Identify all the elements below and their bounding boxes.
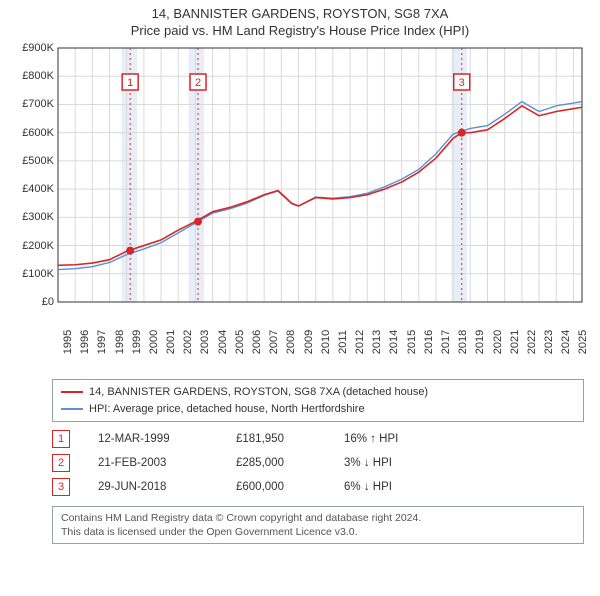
legend-swatch [61,408,83,410]
marker-row: 1 12-MAR-1999 £181,950 16% ↑ HPI [52,430,584,448]
marker-price: £285,000 [236,457,316,469]
marker-number-box: 2 [52,454,70,472]
y-tick-label: £600K [22,127,54,139]
chart-container: £0 £100K £200K £300K £400K £500K £600K £700K £80… [12,44,588,373]
x-tick-label: 2005 [234,330,246,354]
legend-label: HPI: Average price, detached house, Nort… [89,401,365,418]
y-tick-label: £100K [22,268,54,280]
x-tick-label: 1999 [131,330,143,354]
y-tick-label: £700K [22,98,54,110]
svg-text:1: 1 [127,77,133,89]
x-tick-label: 2003 [199,330,211,354]
x-tick-label: 2023 [543,330,555,354]
y-tick-label: £0 [42,296,54,308]
x-tick-label: 2018 [457,330,469,354]
page-subtitle: Price paid vs. HM Land Registry's House … [0,23,600,38]
x-axis-labels: 1995199619971998199920002001200220032004… [12,308,588,342]
y-tick-label: £200K [22,240,54,252]
x-tick-label: 2012 [354,330,366,354]
legend: 14, BANNISTER GARDENS, ROYSTON, SG8 7XA … [52,379,584,422]
x-tick-label: 2021 [509,330,521,354]
marker-table: 1 12-MAR-1999 £181,950 16% ↑ HPI 2 21-FEB-200… [52,430,584,496]
x-tick-label: 1995 [62,330,74,354]
x-tick-label: 2001 [165,330,177,354]
marker-hpi: 16% ↑ HPI [344,433,434,445]
svg-text:3: 3 [459,77,465,89]
legend-row: HPI: Average price, detached house, Nort… [61,401,575,418]
x-tick-label: 2024 [560,330,572,354]
marker-price: £600,000 [236,481,316,493]
page-title: 14, BANNISTER GARDENS, ROYSTON, SG8 7XA [0,6,600,21]
marker-date: 29-JUN-2018 [98,481,208,493]
x-tick-label: 2000 [148,330,160,354]
x-tick-label: 2007 [268,330,280,354]
x-tick-label: 2022 [526,330,538,354]
x-tick-label: 1997 [96,330,108,354]
x-tick-label: 1996 [79,330,91,354]
x-tick-label: 2004 [217,330,229,354]
footer-line: This data is licensed under the Open Gov… [61,525,575,539]
y-tick-label: £800K [22,70,54,82]
x-tick-label: 2016 [423,330,435,354]
footer: Contains HM Land Registry data © Crown c… [52,506,584,544]
x-tick-label: 2015 [406,330,418,354]
y-tick-label: £300K [22,211,54,223]
legend-label: 14, BANNISTER GARDENS, ROYSTON, SG8 7XA … [89,384,428,401]
x-tick-label: 2002 [182,330,194,354]
marker-price: £181,950 [236,433,316,445]
x-tick-label: 2020 [492,330,504,354]
x-tick-label: 2008 [285,330,297,354]
marker-date: 12-MAR-1999 [98,433,208,445]
y-tick-label: £900K [22,42,54,54]
x-tick-label: 2011 [337,330,349,354]
x-tick-label: 2009 [303,330,315,354]
marker-date: 21-FEB-2003 [98,457,208,469]
legend-swatch [61,391,83,393]
y-tick-label: £400K [22,183,54,195]
x-tick-label: 2010 [320,330,332,354]
y-tick-label: £500K [22,155,54,167]
x-tick-label: 2013 [371,330,383,354]
y-axis-labels: £0 £100K £200K £300K £400K £500K £600K £700K £80… [12,44,58,334]
x-tick-label: 2017 [440,330,452,354]
x-tick-label: 1998 [114,330,126,354]
legend-row: 14, BANNISTER GARDENS, ROYSTON, SG8 7XA … [61,384,575,401]
marker-number-box: 1 [52,430,70,448]
marker-row: 2 21-FEB-2003 £285,000 3% ↓ HPI [52,454,584,472]
x-tick-label: 2006 [251,330,263,354]
marker-row: 3 29-JUN-2018 £600,000 6% ↓ HPI [52,478,584,496]
x-tick-label: 2019 [474,330,486,354]
x-tick-label: 2014 [388,330,400,354]
marker-number-box: 3 [52,478,70,496]
x-tick-label: 2025 [577,330,589,354]
svg-text:2: 2 [195,77,201,89]
footer-line: Contains HM Land Registry data © Crown c… [61,511,575,525]
marker-hpi: 3% ↓ HPI [344,457,434,469]
marker-hpi: 6% ↓ HPI [344,481,434,493]
